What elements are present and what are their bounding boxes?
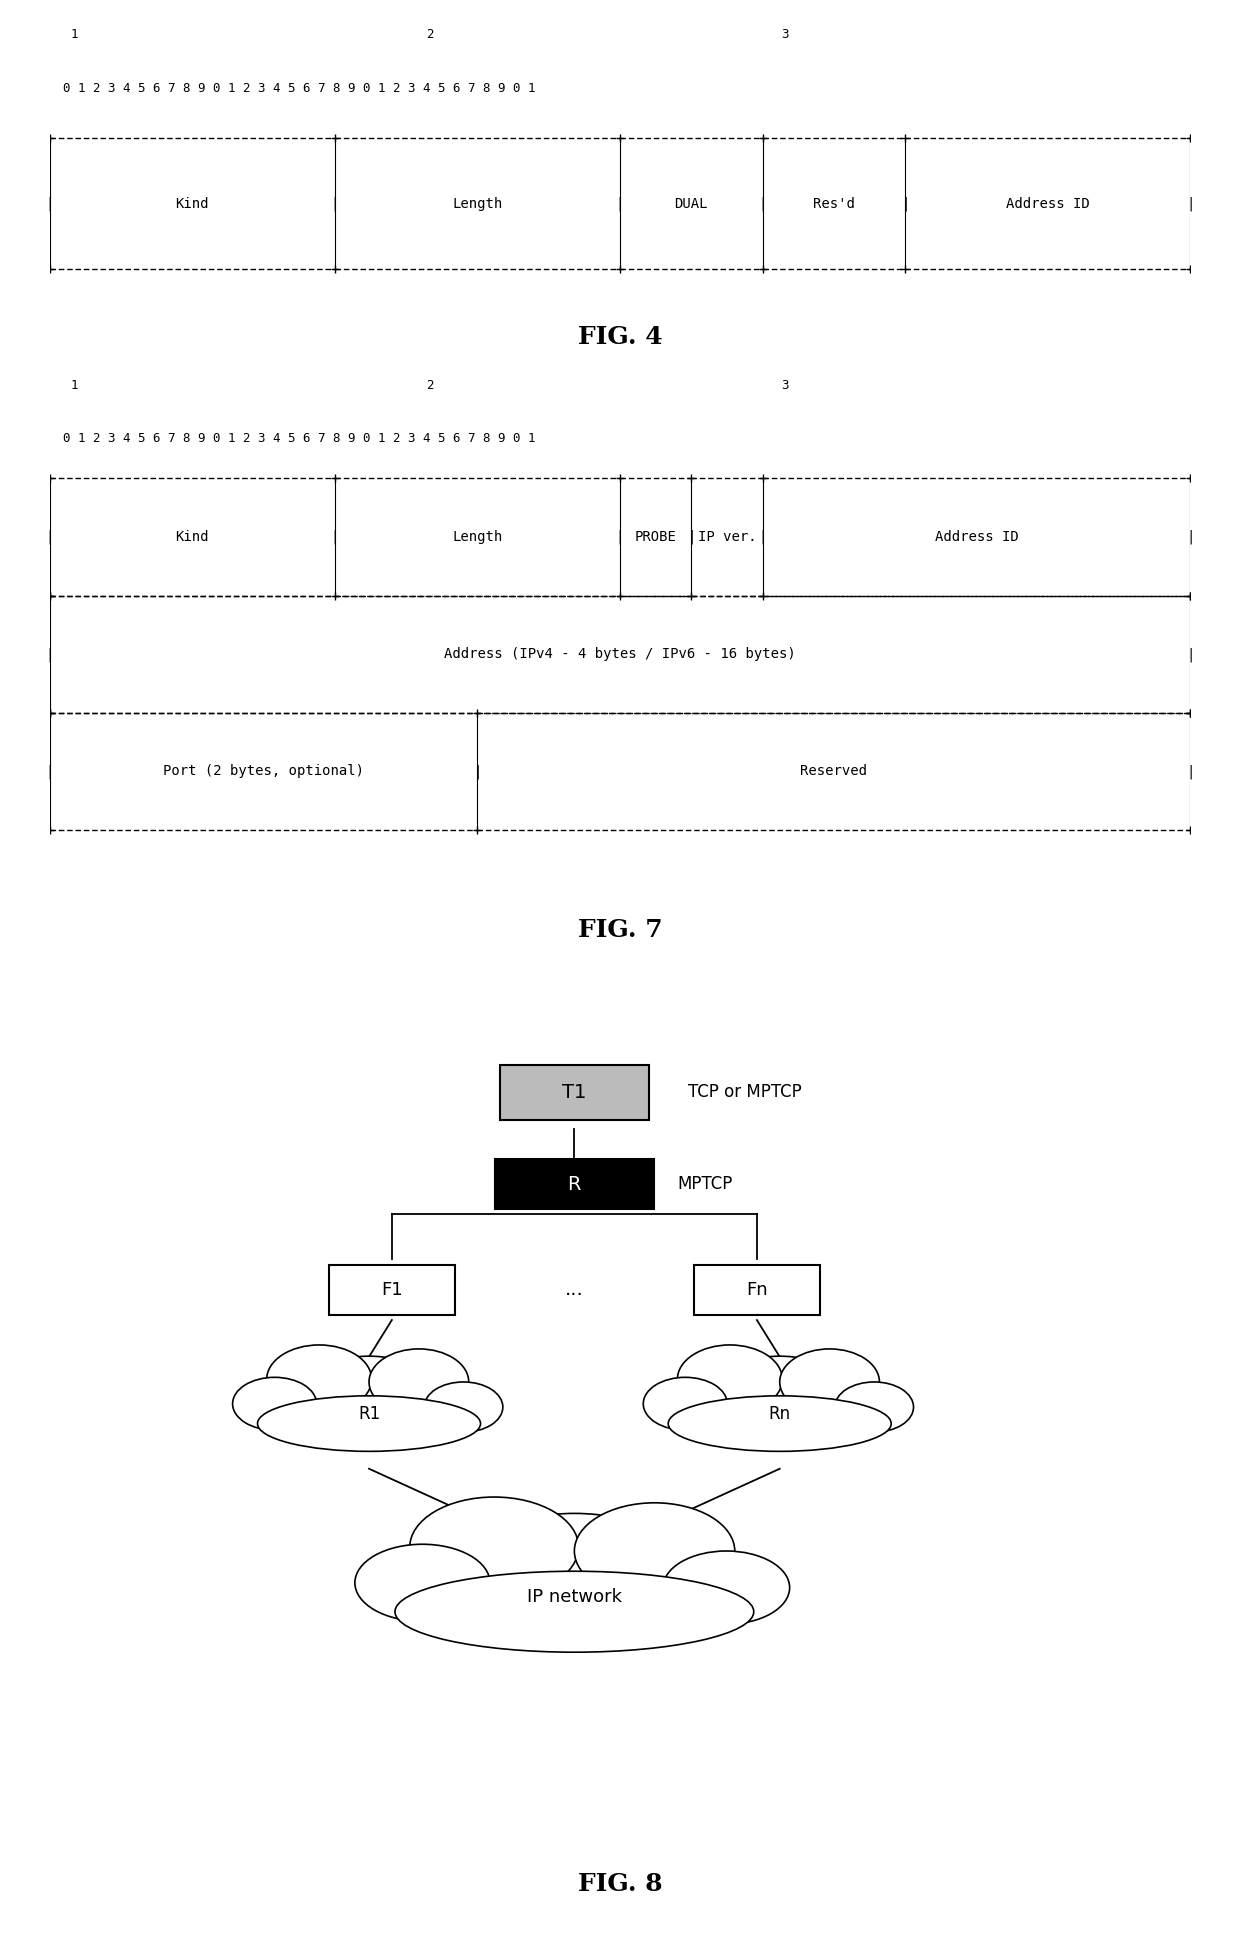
Text: 2: 2 — [427, 27, 434, 41]
Text: |: | — [46, 197, 53, 211]
FancyBboxPatch shape — [500, 1064, 649, 1119]
Ellipse shape — [355, 1545, 490, 1621]
Text: |: | — [901, 197, 909, 211]
Ellipse shape — [258, 1396, 481, 1451]
Text: |: | — [687, 529, 696, 545]
Text: FIG. 4: FIG. 4 — [578, 326, 662, 350]
Ellipse shape — [267, 1346, 372, 1414]
Text: Reserved: Reserved — [800, 764, 868, 779]
Text: 1: 1 — [71, 27, 78, 41]
FancyBboxPatch shape — [495, 1158, 655, 1209]
Text: Res'd: Res'd — [813, 197, 854, 211]
Text: |: | — [1187, 197, 1194, 211]
Text: |: | — [1187, 529, 1194, 545]
Text: |: | — [1187, 646, 1194, 662]
Text: FIG. 7: FIG. 7 — [578, 918, 662, 941]
Ellipse shape — [424, 1383, 503, 1432]
Ellipse shape — [370, 1350, 469, 1416]
Text: |: | — [46, 529, 53, 545]
Text: DUAL: DUAL — [675, 197, 708, 211]
Text: R: R — [568, 1174, 582, 1193]
Text: 0 1 2 3 4 5 6 7 8 9 0 1 2 3 4 5 6 7 8 9 0 1 2 3 4 5 6 7 8 9 0 1: 0 1 2 3 4 5 6 7 8 9 0 1 2 3 4 5 6 7 8 9 … — [63, 82, 536, 96]
Text: Port (2 bytes, optional): Port (2 bytes, optional) — [162, 764, 365, 779]
Ellipse shape — [663, 1551, 790, 1625]
Text: PROBE: PROBE — [635, 529, 677, 545]
Text: |: | — [759, 197, 766, 211]
Text: |: | — [331, 197, 339, 211]
Text: |: | — [331, 529, 339, 545]
Text: Kind: Kind — [175, 197, 210, 211]
Text: |: | — [46, 764, 53, 779]
FancyBboxPatch shape — [694, 1264, 820, 1314]
Text: Kind: Kind — [175, 529, 210, 545]
Ellipse shape — [644, 1377, 727, 1430]
Ellipse shape — [459, 1514, 691, 1633]
Text: 0 1 2 3 4 5 6 7 8 9 0 1 2 3 4 5 6 7 8 9 0 1 2 3 4 5 6 7 8 9 0 1: 0 1 2 3 4 5 6 7 8 9 0 1 2 3 4 5 6 7 8 9 … — [63, 432, 536, 445]
Text: IP ver.: IP ver. — [698, 529, 756, 545]
Text: |: | — [759, 529, 766, 545]
Text: |: | — [474, 764, 481, 779]
Text: 2: 2 — [427, 379, 434, 393]
Text: 3: 3 — [781, 379, 789, 393]
Text: ...: ... — [565, 1281, 584, 1299]
Text: Length: Length — [453, 529, 502, 545]
Text: Fn: Fn — [746, 1281, 768, 1299]
Text: F1: F1 — [381, 1281, 403, 1299]
Text: |: | — [46, 646, 53, 662]
Text: |: | — [616, 529, 624, 545]
Ellipse shape — [677, 1346, 782, 1414]
Text: |: | — [616, 197, 624, 211]
Text: R1: R1 — [358, 1404, 381, 1422]
Ellipse shape — [708, 1355, 852, 1437]
Ellipse shape — [780, 1350, 879, 1416]
Text: T1: T1 — [562, 1082, 587, 1101]
Text: Rn: Rn — [769, 1404, 791, 1422]
Text: Length: Length — [453, 197, 502, 211]
Ellipse shape — [396, 1572, 754, 1652]
Text: 1: 1 — [71, 379, 78, 393]
Text: TCP or MPTCP: TCP or MPTCP — [688, 1084, 802, 1101]
Text: Address (IPv4 - 4 bytes / IPv6 - 16 bytes): Address (IPv4 - 4 bytes / IPv6 - 16 byte… — [444, 646, 796, 662]
Ellipse shape — [233, 1377, 316, 1430]
FancyBboxPatch shape — [329, 1264, 455, 1314]
Ellipse shape — [574, 1502, 735, 1600]
Text: Address ID: Address ID — [1006, 197, 1090, 211]
Text: IP network: IP network — [527, 1588, 622, 1605]
Ellipse shape — [835, 1383, 914, 1432]
Ellipse shape — [296, 1355, 441, 1437]
Text: 3: 3 — [781, 27, 789, 41]
Text: Address ID: Address ID — [935, 529, 1018, 545]
Text: MPTCP: MPTCP — [677, 1176, 733, 1193]
Text: FIG. 8: FIG. 8 — [578, 1871, 662, 1896]
Text: |: | — [1187, 764, 1194, 779]
Ellipse shape — [409, 1498, 579, 1598]
Ellipse shape — [668, 1396, 892, 1451]
